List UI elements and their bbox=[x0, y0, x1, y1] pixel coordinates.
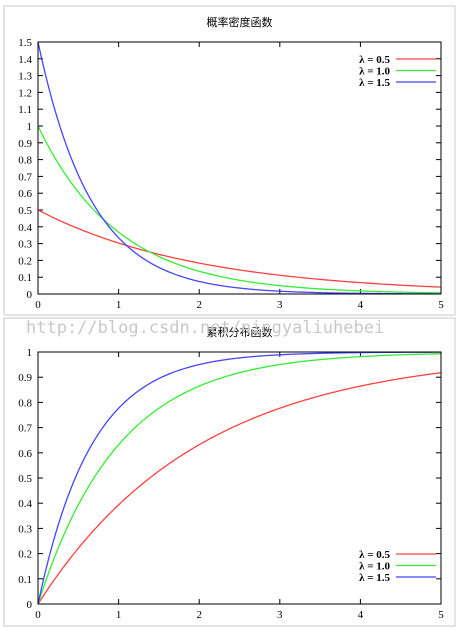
chart-title: 概率密度函数 bbox=[207, 15, 273, 29]
series-line-2 bbox=[37, 353, 442, 605]
chart-title: 累积分布函数 bbox=[207, 326, 273, 339]
y-tick-label: 1.2 bbox=[18, 87, 32, 99]
plot-area-border bbox=[37, 41, 442, 295]
series-line-1 bbox=[37, 209, 442, 288]
x-tick-label: 0 bbox=[35, 609, 41, 621]
y-tick-label: 0.7 bbox=[18, 423, 32, 435]
y-tick-label: 0.6 bbox=[18, 188, 32, 200]
y-tick-label: 0.2 bbox=[18, 549, 32, 561]
x-tick-label: 1 bbox=[116, 609, 122, 621]
y-tick-label: 1.1 bbox=[18, 104, 32, 116]
y-tick-label: 1 bbox=[27, 121, 33, 133]
legend-label-1: λ = 0.5 bbox=[359, 54, 390, 66]
y-tick-label: 0 bbox=[27, 289, 33, 301]
y-tick-label: 0.6 bbox=[18, 448, 32, 460]
panel-frame bbox=[3, 5, 456, 316]
legend-label-1: λ = 0.5 bbox=[359, 549, 390, 561]
y-tick-label: 0.2 bbox=[18, 255, 32, 267]
chart-panel-1: 概率密度函数 0 0.1 0.2 0.3 0.4 0.5 0.6 0.7 0.8 0.9 1 1.1 1.… bbox=[3, 5, 456, 316]
legend-label-3: λ = 1.5 bbox=[359, 572, 390, 584]
y-tick-label: 0.1 bbox=[18, 574, 32, 586]
legend-label-2: λ = 1.0 bbox=[359, 561, 390, 573]
y-tick-label: 1 bbox=[27, 347, 33, 359]
y-tick-label: 1.3 bbox=[18, 71, 32, 83]
y-tick-label: 0.9 bbox=[18, 372, 32, 384]
plot-area-border bbox=[37, 351, 442, 605]
y-tick-label: 0.5 bbox=[18, 473, 32, 485]
chart-panel-2: 累积分布函数 0 0.1 0.2 0.3 0.4 0.5 0.6 0.7 0.8 0.9 1 0 1 2 3 4… bbox=[3, 317, 456, 627]
panel-frame bbox=[3, 317, 456, 627]
x-tick-label: 4 bbox=[358, 299, 364, 311]
y-tick-label: 0.5 bbox=[18, 205, 32, 217]
legend-label-2: λ = 1.0 bbox=[359, 66, 390, 78]
y-tick-label: 0.4 bbox=[18, 222, 32, 234]
x-tick-label: 4 bbox=[358, 609, 364, 621]
series-line-1 bbox=[37, 372, 442, 605]
y-tick-label: 0.8 bbox=[18, 155, 32, 167]
y-tick-label: 0.8 bbox=[18, 397, 32, 409]
x-tick-label: 5 bbox=[438, 609, 444, 621]
y-tick-label: 0.3 bbox=[18, 523, 32, 535]
y-tick-label: 0.7 bbox=[18, 171, 32, 183]
y-tick-label: 1.5 bbox=[18, 37, 32, 49]
y-tick-label: 0.1 bbox=[18, 272, 32, 284]
x-tick-label: 3 bbox=[277, 299, 283, 311]
watermark: http://blog.csdn.net/ningyaliuhebei bbox=[26, 318, 384, 338]
y-tick-label: 0 bbox=[27, 599, 33, 611]
y-tick-label: 0.3 bbox=[18, 239, 32, 251]
x-tick-label: 3 bbox=[277, 609, 283, 621]
x-tick-label: 1 bbox=[116, 299, 122, 311]
legend-label-3: λ = 1.5 bbox=[359, 77, 390, 89]
series-line-2 bbox=[37, 125, 442, 294]
y-tick-label: 1.4 bbox=[18, 54, 32, 66]
x-tick-label: 0 bbox=[35, 299, 41, 311]
x-tick-label: 5 bbox=[438, 299, 444, 311]
x-tick-label: 2 bbox=[196, 299, 202, 311]
y-tick-label: 0.9 bbox=[18, 138, 32, 150]
y-tick-label: 0.4 bbox=[18, 498, 32, 510]
x-tick-label: 2 bbox=[196, 609, 202, 621]
